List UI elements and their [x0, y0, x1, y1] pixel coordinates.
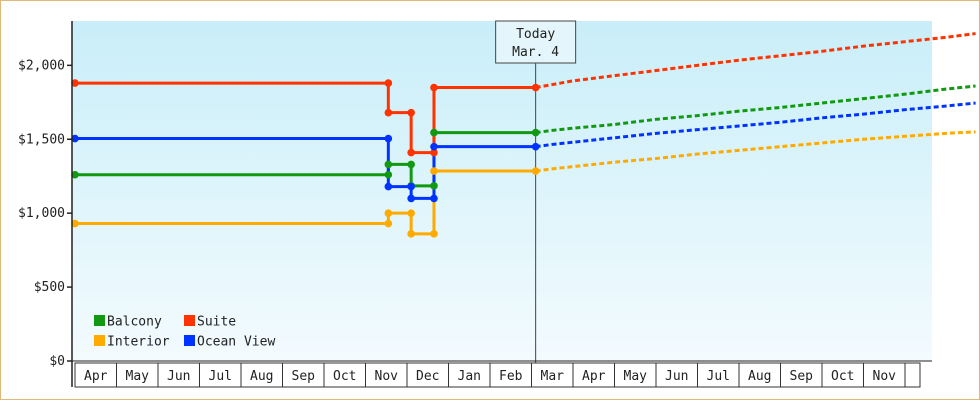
month-label: Dec — [416, 369, 439, 384]
legend-label-suite: Suite — [197, 315, 236, 330]
y-tick-label: $1,000 — [18, 206, 65, 221]
month-label: Aug — [748, 369, 771, 384]
series-forecast-ocean-view — [535, 101, 976, 149]
data-point-interior — [71, 219, 79, 228]
data-point-balcony — [71, 170, 79, 179]
y-tick-label: $1,500 — [18, 132, 65, 147]
today-box — [495, 20, 577, 64]
data-point-interior — [531, 167, 540, 175]
data-point-interior — [430, 167, 438, 175]
legend-label-ocean-view: Ocean View — [197, 335, 275, 350]
series-forecast-suite — [535, 32, 976, 89]
y-tick-label: $500 — [34, 280, 65, 295]
data-point-interior — [384, 219, 393, 228]
month-label: Sep — [790, 369, 814, 384]
month-label: Nov — [873, 369, 897, 384]
legend-swatch-suite — [184, 315, 195, 326]
month-label: Jun — [665, 369, 688, 384]
data-point-ocean-view — [407, 194, 415, 203]
month-label: Jan — [458, 369, 481, 384]
series-forecast-interior — [535, 130, 976, 173]
legend-label-balcony: Balcony — [107, 315, 162, 330]
legend-swatch-interior — [94, 335, 105, 346]
month-label: May — [624, 369, 648, 384]
data-point-ocean-view — [384, 182, 393, 191]
month-label: Jul — [707, 369, 730, 384]
data-point-suite — [531, 83, 540, 92]
data-point-ocean-view — [384, 134, 393, 143]
data-point-balcony — [384, 170, 393, 179]
data-point-ocean-view — [71, 134, 79, 143]
data-point-suite — [384, 108, 393, 117]
month-label: Apr — [582, 369, 606, 384]
series-forecast-balcony — [535, 84, 976, 135]
data-point-suite — [430, 148, 438, 157]
month-label: Nov — [375, 369, 399, 384]
data-point-suite — [407, 108, 415, 117]
legend-label-interior: Interior — [107, 335, 170, 350]
data-point-balcony — [407, 160, 415, 169]
series-line-suite — [75, 81, 536, 155]
y-tick-label: $0 — [49, 354, 65, 369]
month-label: Jul — [209, 369, 232, 384]
plot-area — [72, 21, 932, 361]
month-label: May — [126, 369, 150, 384]
legend-swatch-ocean-view — [184, 335, 195, 346]
month-label: Jun — [167, 369, 190, 384]
month-band — [74, 362, 921, 388]
data-point-balcony — [430, 128, 438, 137]
month-label: Mar — [541, 369, 565, 384]
month-label: Oct — [831, 369, 854, 384]
month-label: Feb — [499, 369, 523, 384]
data-point-interior — [407, 209, 415, 217]
data-point-balcony — [430, 182, 438, 190]
data-point-interior — [384, 209, 393, 217]
month-label: Sep — [292, 369, 316, 384]
today-date: Mar. 4 — [512, 45, 559, 60]
data-point-suite — [430, 83, 438, 92]
data-point-balcony — [384, 160, 393, 169]
data-point-ocean-view — [430, 194, 438, 203]
data-point-balcony — [531, 128, 540, 137]
y-tick-label: $2,000 — [18, 58, 65, 73]
data-point-ocean-view — [430, 142, 438, 151]
data-point-suite — [407, 148, 415, 157]
data-point-ocean-view — [531, 142, 540, 151]
data-point-interior — [407, 230, 415, 238]
data-point-suite — [384, 79, 393, 87]
month-label: Apr — [84, 369, 108, 384]
data-point-ocean-view — [407, 182, 415, 191]
data-point-suite — [71, 79, 79, 87]
data-point-interior — [430, 230, 438, 238]
month-label: Oct — [333, 369, 356, 384]
legend-swatch-balcony — [94, 315, 105, 326]
month-label: Aug — [250, 369, 273, 384]
today-label: Today — [516, 27, 555, 42]
